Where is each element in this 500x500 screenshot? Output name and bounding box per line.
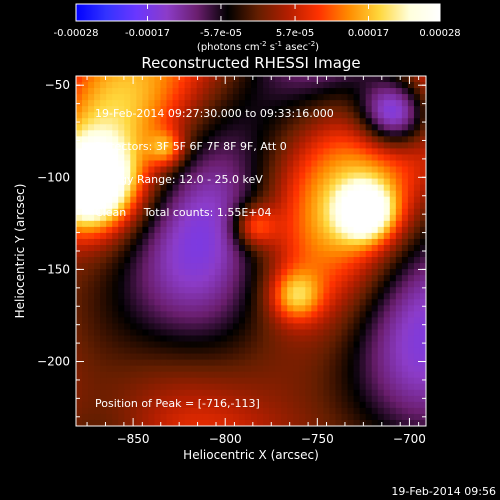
y-tick-label: −150 — [37, 262, 70, 276]
colorbar-tick-label: 0.00017 — [348, 28, 389, 39]
plot-timestamp: 19-Feb-2014 09:56 — [391, 485, 496, 498]
y-tick-label: −200 — [37, 355, 70, 369]
x-tick-label: −800 — [209, 432, 242, 446]
y-tick-label: −50 — [45, 78, 70, 92]
peak-label: Position of Peak = [-716,-113] — [95, 397, 260, 410]
colorbar-tick-label: -0.00028 — [54, 28, 99, 39]
x-tick-label: −850 — [117, 432, 150, 446]
colorbar — [75, 3, 441, 22]
colorbar-units: (photons cm-2 s-1 asec-2) — [197, 40, 319, 53]
chart-title: Reconstructed RHESSI Image — [141, 54, 360, 72]
heatmap-image — [76, 76, 426, 426]
colorbar-tick-label: 5.7e-05 — [276, 28, 314, 39]
x-tick-label: −750 — [301, 432, 334, 446]
colorbar-tick-label: -5.7e-05 — [200, 28, 242, 39]
colorbar-tick-label: -0.00017 — [125, 28, 170, 39]
axes: −850 −800 −750 −700 −50 −100 −150 −200 — [37, 76, 426, 446]
colorbar-ticks: -0.00028 -0.00017 -5.7e-05 5.7e-05 0.00017 0.… — [54, 4, 461, 39]
y-axis-label: Heliocentric Y (arcsec) — [13, 184, 27, 319]
y-tick-label: −100 — [37, 170, 70, 184]
x-axis-label: Heliocentric X (arcsec) — [183, 448, 319, 462]
x-tick-label: −700 — [393, 432, 426, 446]
colorbar-tick-label: 0.00028 — [419, 28, 460, 39]
